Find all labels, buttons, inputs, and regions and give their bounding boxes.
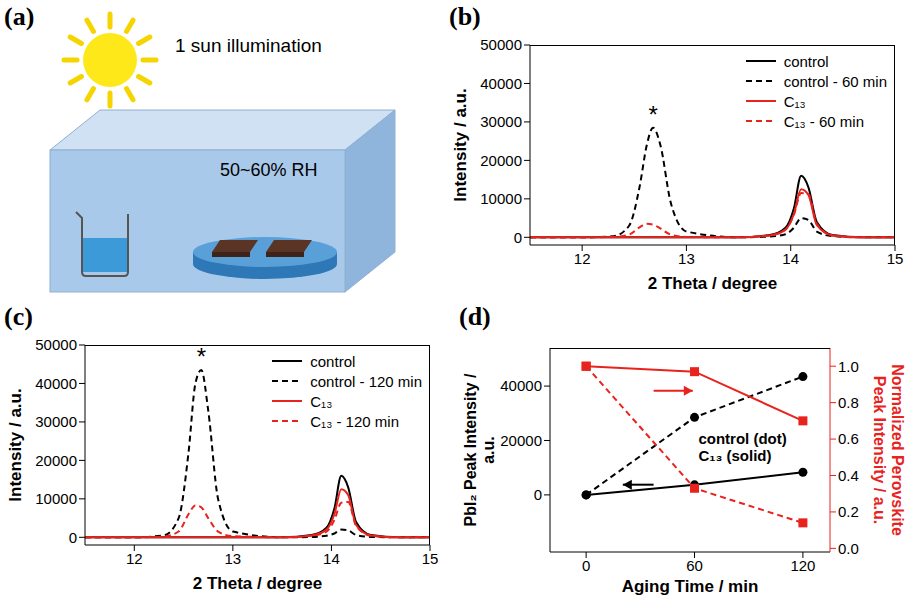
svg-text:15: 15: [422, 550, 439, 567]
html-text:(b): (b): [449, 2, 481, 31]
svg-text:13: 13: [678, 250, 695, 267]
svg-text:50~60% RH: 50~60% RH: [220, 160, 318, 180]
svg-text:20000: 20000: [35, 452, 77, 469]
html-text:(a): (a): [4, 2, 35, 31]
svg-text:50000: 50000: [35, 336, 77, 353]
html-text:C₁₃: C₁₃: [783, 92, 806, 110]
svg-text:14: 14: [782, 250, 799, 267]
svg-text:Aging Time / min: Aging Time / min: [622, 577, 759, 596]
svg-text:40000: 40000: [500, 377, 542, 394]
html-text:control: control: [783, 52, 829, 70]
svg-text:13: 13: [225, 550, 242, 567]
svg-text:0: 0: [534, 486, 542, 503]
svg-text:15: 15: [887, 250, 904, 267]
html-text:C₁₃ - 60 min: C₁₃ - 60 min: [783, 112, 864, 130]
svg-text:120: 120: [790, 557, 815, 574]
svg-text:PbI₂ Peak Intensity /: PbI₂ Peak Intensity /: [462, 373, 479, 526]
svg-text:*: *: [648, 101, 657, 128]
svg-text:1 sun illumination: 1 sun illumination: [175, 35, 322, 56]
svg-text:0.2: 0.2: [838, 503, 859, 520]
html-text:C₁₃: C₁₃: [310, 392, 333, 410]
svg-text:40000: 40000: [480, 75, 522, 92]
svg-text:30000: 30000: [35, 413, 77, 430]
svg-text:20000: 20000: [480, 152, 522, 169]
html-text:(d): (d): [459, 302, 491, 331]
html-text:control - 120 min: control - 120 min: [310, 372, 422, 390]
html-text:control - 60 min: control - 60 min: [783, 72, 887, 90]
svg-text:0: 0: [582, 557, 590, 574]
svg-text:2 Theta / degree: 2 Theta / degree: [193, 574, 322, 593]
svg-text:Normalized Perovskite: Normalized Perovskite: [889, 364, 906, 536]
svg-text:a.u.: a.u.: [480, 436, 497, 464]
svg-text:10000: 10000: [480, 190, 522, 207]
svg-text:Peak Intensity / a.u.: Peak Intensity / a.u.: [871, 376, 888, 525]
svg-text:50000: 50000: [480, 36, 522, 53]
svg-text:30000: 30000: [480, 113, 522, 130]
svg-text:*: *: [197, 343, 206, 370]
html-text:control: control: [310, 352, 356, 370]
svg-text:60: 60: [686, 557, 703, 574]
html-text:C₁₃ - 120 min: C₁₃ - 120 min: [310, 412, 399, 430]
html-text:(c): (c): [4, 302, 33, 331]
svg-text:0.8: 0.8: [838, 394, 859, 411]
svg-text:1.0: 1.0: [838, 358, 859, 375]
svg-text:0.0: 0.0: [838, 540, 859, 557]
svg-text:20000: 20000: [500, 432, 542, 449]
svg-text:0.6: 0.6: [838, 430, 859, 447]
svg-text:12: 12: [574, 250, 591, 267]
svg-text:10000: 10000: [35, 490, 77, 507]
svg-text:14: 14: [323, 550, 340, 567]
svg-text:40000: 40000: [35, 375, 77, 392]
svg-text:12: 12: [126, 550, 143, 567]
svg-text:0: 0: [69, 529, 77, 546]
svg-text:0: 0: [514, 229, 522, 246]
svg-text:Intensity / a.u.: Intensity / a.u.: [6, 388, 25, 501]
svg-text:2 Theta / degree: 2 Theta / degree: [648, 274, 777, 293]
html-text:C₁₃ (solid): C₁₃ (solid): [698, 446, 772, 464]
svg-text:0.4: 0.4: [838, 467, 859, 484]
html-text:control (dot): control (dot): [698, 429, 787, 447]
svg-text:Intensity / a.u.: Intensity / a.u.: [451, 88, 470, 201]
